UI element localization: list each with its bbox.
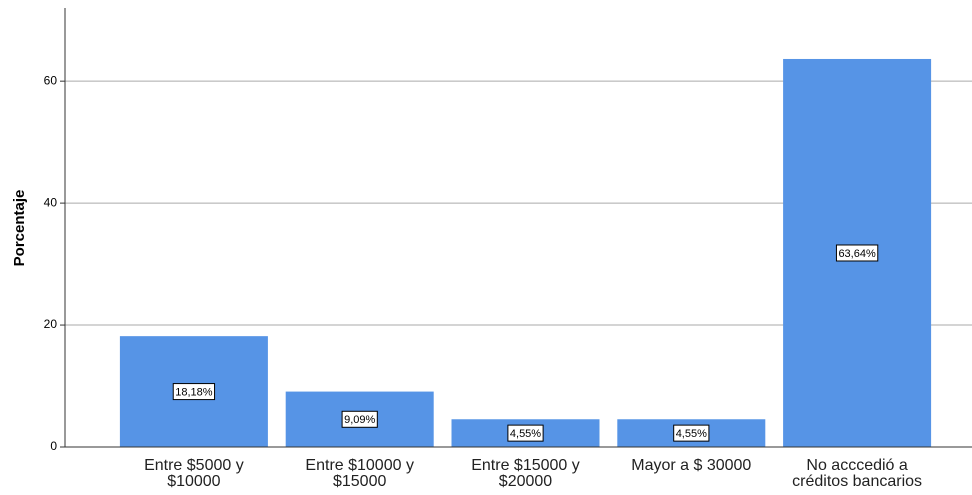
y-tick-label: 20 [44, 317, 58, 331]
y-tick-label: 60 [44, 73, 58, 87]
value-label-box [507, 424, 544, 442]
x-tick-label: Entre $10000 y $15000 [305, 457, 414, 490]
value-label: 9,09% [344, 414, 375, 426]
x-tick-label: Mayor a $ 30000 [631, 457, 752, 474]
x-tick-label: Entre $5000 y $10000 [144, 457, 244, 490]
y-axis-label: Porcentaje [11, 190, 28, 267]
value-label: 63,64% [838, 248, 876, 260]
value-label: 18,18% [175, 386, 213, 398]
value-label-box [341, 410, 378, 428]
value-label-box [673, 424, 710, 442]
x-tick-label: No acccedió a créditos bancarios [792, 457, 923, 490]
value-label: 4,55% [510, 428, 541, 440]
x-tick-label: Entre $15000 y $20000 [471, 457, 580, 490]
y-tick-label: 0 [50, 439, 57, 453]
value-label-box [835, 244, 879, 262]
value-label: 4,55% [676, 428, 707, 440]
value-label-box [172, 383, 216, 401]
y-tick-label: 40 [44, 195, 58, 209]
